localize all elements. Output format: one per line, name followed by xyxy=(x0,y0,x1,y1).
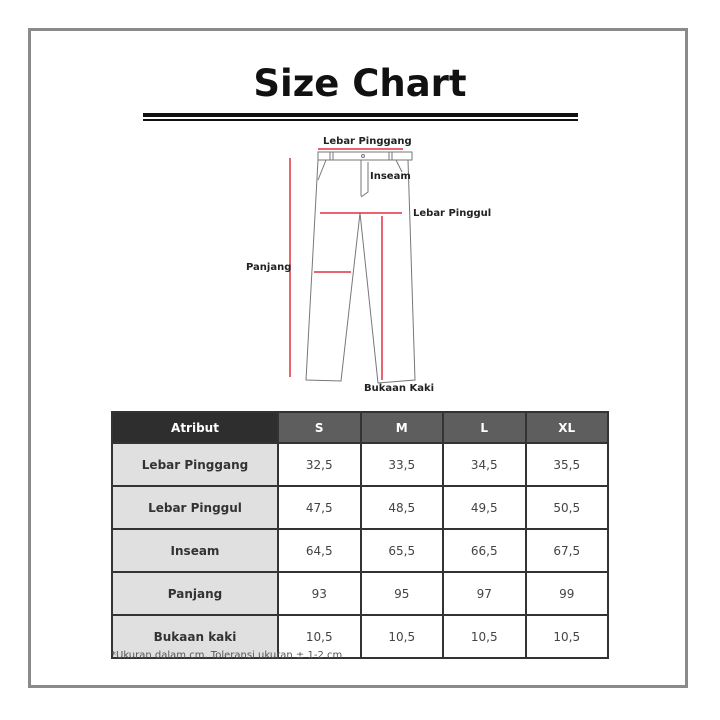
size-value: 67,5 xyxy=(524,528,609,573)
row-label: Inseam xyxy=(111,528,279,573)
size-value: 65,5 xyxy=(359,528,444,573)
label-leg-opening: Bukaan Kaki xyxy=(364,383,435,394)
table-row: Lebar Pinggul 47,5 48,5 49,5 50,5 xyxy=(111,485,609,530)
title-divider-thin xyxy=(143,119,578,121)
header-attribute: Atribut xyxy=(111,411,279,444)
row-label: Bukaan kaki xyxy=(111,614,279,659)
size-value: 99 xyxy=(524,571,609,616)
size-value: 49,5 xyxy=(442,485,527,530)
size-note: *Ukuran dalam cm. Toleransi ukuran ± 1-2… xyxy=(111,650,343,661)
pants-outline xyxy=(305,151,416,384)
label-length: Panjang xyxy=(246,262,292,273)
title-divider xyxy=(143,113,578,117)
size-value: 33,5 xyxy=(359,442,444,487)
table-row: Inseam 64,5 65,5 66,5 67,5 xyxy=(111,528,609,573)
size-value: 93 xyxy=(277,571,362,616)
page-frame xyxy=(28,28,688,688)
row-label: Lebar Pinggul xyxy=(111,485,279,530)
row-label: Panjang xyxy=(111,571,279,616)
header-size: M xyxy=(359,411,444,444)
header-size: L xyxy=(442,411,527,444)
size-value: 66,5 xyxy=(442,528,527,573)
label-hip: Lebar Pinggul xyxy=(413,208,492,219)
header-size: S xyxy=(277,411,362,444)
size-value: 48,5 xyxy=(359,485,444,530)
size-value: 97 xyxy=(442,571,527,616)
table-row: Panjang 93 95 97 99 xyxy=(111,571,609,616)
table-row: Lebar Pinggang 32,5 33,5 34,5 35,5 xyxy=(111,442,609,487)
size-value: 10,5 xyxy=(359,614,444,659)
header-size: XL xyxy=(524,411,609,444)
row-label: Lebar Pinggang xyxy=(111,442,279,487)
size-value: 10,5 xyxy=(524,614,609,659)
size-value: 95 xyxy=(359,571,444,616)
size-table: Atribut S M L XL Lebar Pinggang 32,5 33,5 3… xyxy=(111,411,609,659)
table-header-row: Atribut S M L XL xyxy=(111,411,609,444)
size-value: 10,5 xyxy=(277,614,362,659)
size-value: 35,5 xyxy=(524,442,609,487)
size-value: 10,5 xyxy=(442,614,527,659)
size-value: 47,5 xyxy=(277,485,362,530)
size-value: 34,5 xyxy=(442,442,527,487)
page-title: Size Chart xyxy=(253,62,467,105)
table-row: Bukaan kaki 10,5 10,5 10,5 10,5 xyxy=(111,614,609,659)
label-inseam: Inseam xyxy=(370,171,411,182)
size-value: 50,5 xyxy=(524,485,609,530)
size-value: 32,5 xyxy=(277,442,362,487)
size-value: 64,5 xyxy=(277,528,362,573)
label-waist: Lebar Pinggang xyxy=(323,136,412,147)
measurement-lines xyxy=(289,148,403,380)
